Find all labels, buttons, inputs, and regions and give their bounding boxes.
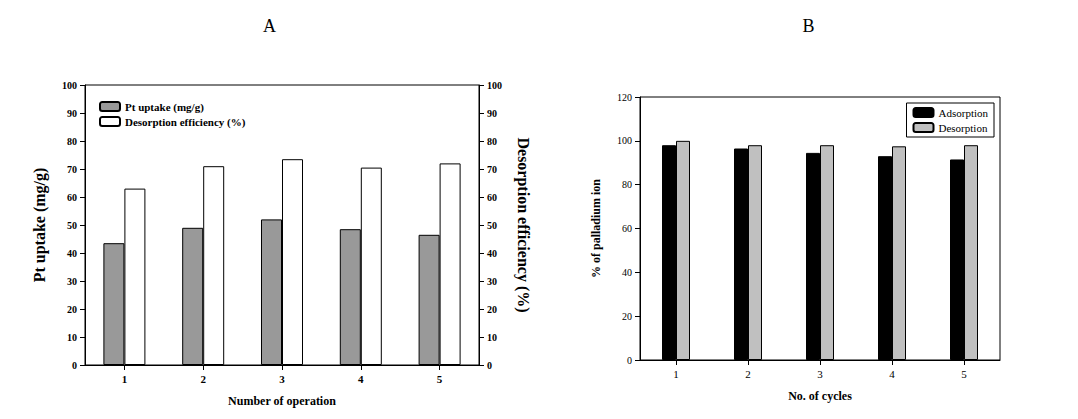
svg-text:50: 50 <box>487 220 497 231</box>
svg-text:Desorption: Desorption <box>939 122 988 134</box>
svg-text:0: 0 <box>487 360 492 371</box>
svg-text:20: 20 <box>67 304 77 315</box>
svg-text:Desorption efficiency (%): Desorption efficiency (%) <box>125 116 246 129</box>
svg-text:% of palladium ion: % of palladium ion <box>589 179 603 278</box>
svg-text:10: 10 <box>67 332 77 343</box>
svg-text:100: 100 <box>617 135 632 146</box>
svg-text:4: 4 <box>889 368 895 380</box>
svg-text:90: 90 <box>487 108 497 119</box>
svg-text:A: A <box>263 16 276 36</box>
svg-text:60: 60 <box>67 192 77 203</box>
svg-text:100: 100 <box>487 80 502 91</box>
svg-text:70: 70 <box>67 164 77 175</box>
svg-text:3: 3 <box>817 368 823 380</box>
svg-text:1: 1 <box>673 368 679 380</box>
svg-text:Pt uptake (mg/g): Pt uptake (mg/g) <box>31 168 49 283</box>
svg-text:0: 0 <box>72 360 77 371</box>
svg-text:B: B <box>802 16 814 36</box>
svg-text:80: 80 <box>622 179 632 190</box>
svg-text:100: 100 <box>62 80 77 91</box>
svg-text:5: 5 <box>961 368 967 380</box>
svg-text:90: 90 <box>67 108 77 119</box>
svg-text:20: 20 <box>622 311 632 322</box>
svg-text:40: 40 <box>487 248 497 259</box>
svg-text:80: 80 <box>67 136 77 147</box>
svg-text:Adsorption: Adsorption <box>939 107 989 119</box>
svg-text:Pt uptake (mg/g): Pt uptake (mg/g) <box>125 101 204 114</box>
svg-text:40: 40 <box>622 267 632 278</box>
svg-text:3: 3 <box>279 373 285 385</box>
svg-text:4: 4 <box>358 373 364 385</box>
svg-text:120: 120 <box>617 92 632 103</box>
svg-text:50: 50 <box>67 220 77 231</box>
svg-text:70: 70 <box>487 164 497 175</box>
svg-text:2: 2 <box>200 373 206 385</box>
svg-text:5: 5 <box>437 373 443 385</box>
svg-text:80: 80 <box>487 136 497 147</box>
svg-text:20: 20 <box>487 304 497 315</box>
svg-text:Desorption efficiency (%): Desorption efficiency (%) <box>514 137 532 312</box>
svg-text:2: 2 <box>745 368 751 380</box>
svg-text:60: 60 <box>487 192 497 203</box>
svg-text:60: 60 <box>622 223 632 234</box>
svg-text:Number of operation: Number of operation <box>228 394 336 408</box>
svg-text:1: 1 <box>122 373 128 385</box>
svg-text:30: 30 <box>487 276 497 287</box>
svg-text:0: 0 <box>627 355 632 366</box>
svg-text:10: 10 <box>487 332 497 343</box>
svg-text:30: 30 <box>67 276 77 287</box>
svg-text:40: 40 <box>67 248 77 259</box>
svg-text:No. of cycles: No. of cycles <box>788 389 852 403</box>
